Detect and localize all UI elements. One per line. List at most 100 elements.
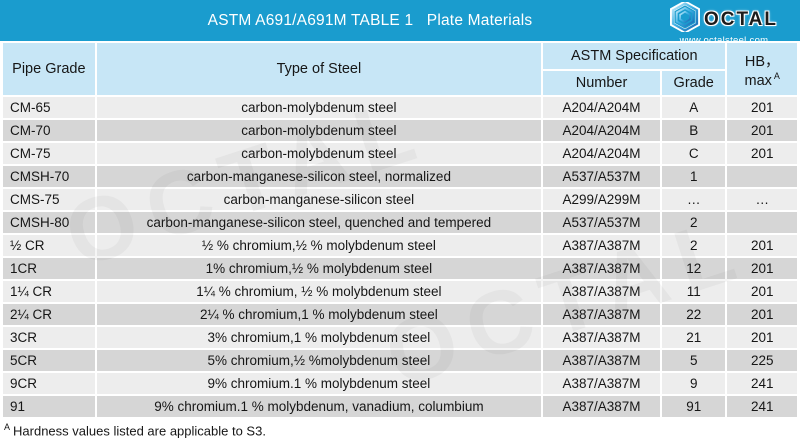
header-hb-max-footnote-ref: A bbox=[773, 70, 780, 81]
cell-pipe-grade: CM-65 bbox=[3, 97, 95, 118]
cell-pipe-grade: 1¼ CR bbox=[3, 281, 95, 302]
cell-astm-grade: … bbox=[661, 189, 726, 210]
cell-hb-max: 201 bbox=[727, 97, 797, 118]
cell-hb-max: 201 bbox=[727, 327, 797, 348]
cell-astm-number: A204/A204M bbox=[543, 143, 660, 164]
cell-pipe-grade: 3CR bbox=[3, 327, 95, 348]
table-row: 2¼ CR 2¼ % chromium,1 % molybdenum steel A… bbox=[3, 304, 797, 325]
cell-astm-number: A387/A387M bbox=[543, 281, 660, 302]
cell-hb-max: … bbox=[727, 189, 797, 210]
cell-type-of-steel: carbon-manganese-silicon steel, normaliz… bbox=[96, 166, 542, 187]
cell-astm-grade: C bbox=[661, 143, 726, 164]
cell-astm-number: A387/A387M bbox=[543, 373, 660, 394]
table-row: CM-65 carbon-molybdenum steel A204/A204M A 2… bbox=[3, 97, 797, 118]
cell-astm-number: A387/A387M bbox=[543, 350, 660, 371]
table-row: ½ CR ½ % chromium,½ % molybdenum steel A38… bbox=[3, 235, 797, 256]
table-row: 9CR 9% chromium.1 % molybdenum steel A387/… bbox=[3, 373, 797, 394]
table-row: 91 9% chromium.1 % molybdenum, vanadium, … bbox=[3, 396, 797, 417]
cell-type-of-steel: carbon-manganese-silicon steel bbox=[96, 189, 542, 210]
logo-brand-text: OCTAL bbox=[703, 8, 778, 30]
cell-type-of-steel: 1% chromium,½ % molybdenum steel bbox=[96, 258, 542, 279]
hexagon-cube-icon bbox=[669, 0, 700, 37]
cell-type-of-steel: carbon-molybdenum steel bbox=[96, 120, 542, 141]
cell-astm-grade: 12 bbox=[661, 258, 726, 279]
footnote: A Hardness values listed are applicable t… bbox=[0, 419, 800, 438]
cell-astm-grade: 91 bbox=[661, 396, 726, 417]
cell-astm-grade: 2 bbox=[661, 212, 726, 233]
cell-astm-grade: 2 bbox=[661, 235, 726, 256]
logo-website: www.octalsteel.com bbox=[679, 35, 769, 46]
cell-hb-max: 201 bbox=[727, 143, 797, 164]
cell-astm-number: A387/A387M bbox=[543, 235, 660, 256]
plate-materials-table: Pipe Grade Type of Steel ASTM Specificat… bbox=[0, 41, 800, 419]
table-row: CM-75 carbon-molybdenum steel A204/A204M C 2… bbox=[3, 143, 797, 164]
cell-pipe-grade: 2¼ CR bbox=[3, 304, 95, 325]
cell-astm-grade: 21 bbox=[661, 327, 726, 348]
cell-pipe-grade: CMSH-70 bbox=[3, 166, 95, 187]
cell-pipe-grade: CMS-75 bbox=[3, 189, 95, 210]
cell-astm-number: A387/A387M bbox=[543, 396, 660, 417]
cell-hb-max: 201 bbox=[727, 304, 797, 325]
table-row: CMSH-70 carbon-manganese-silicon steel, n… bbox=[3, 166, 797, 187]
cell-astm-grade: 5 bbox=[661, 350, 726, 371]
table-body: CM-65 carbon-molybdenum steel A204/A204M A 2… bbox=[3, 97, 797, 417]
header-hb-max: HB，max A bbox=[727, 43, 797, 95]
table-row: 5CR 5% chromium,½ %molybdenum steel A387/A… bbox=[3, 350, 797, 371]
cell-hb-max: 201 bbox=[727, 258, 797, 279]
cell-pipe-grade: 1CR bbox=[3, 258, 95, 279]
cell-astm-grade: B bbox=[661, 120, 726, 141]
cell-astm-number: A204/A204M bbox=[543, 97, 660, 118]
table-row: CMSH-80 carbon-manganese-silicon steel, q… bbox=[3, 212, 797, 233]
cell-type-of-steel: 1¼ % chromium, ½ % molybdenum steel bbox=[96, 281, 542, 302]
octal-logo: OCTAL www.octalsteel.com bbox=[669, 0, 778, 46]
cell-hb-max: 241 bbox=[727, 396, 797, 417]
cell-type-of-steel: ½ % chromium,½ % molybdenum steel bbox=[96, 235, 542, 256]
cell-type-of-steel: 2¼ % chromium,1 % molybdenum steel bbox=[96, 304, 542, 325]
cell-astm-number: A537/A537M bbox=[543, 212, 660, 233]
table-row: 3CR 3% chromium,1 % molybdenum steel A387/… bbox=[3, 327, 797, 348]
cell-astm-number: A537/A537M bbox=[543, 166, 660, 187]
cell-type-of-steel: 9% chromium.1 % molybdenum, vanadium, co… bbox=[96, 396, 542, 417]
footnote-marker: A bbox=[4, 422, 11, 432]
cell-pipe-grade: 9CR bbox=[3, 373, 95, 394]
cell-pipe-grade: ½ CR bbox=[3, 235, 95, 256]
cell-type-of-steel: carbon-manganese-silicon steel, quenched… bbox=[96, 212, 542, 233]
cell-astm-grade: 9 bbox=[661, 373, 726, 394]
cell-type-of-steel: 9% chromium.1 % molybdenum steel bbox=[96, 373, 542, 394]
title-banner: ASTM A691/A691M TABLE 1 Plate Materials bbox=[0, 0, 800, 46]
cell-astm-grade: 1 bbox=[661, 166, 726, 187]
cell-type-of-steel: 5% chromium,½ %molybdenum steel bbox=[96, 350, 542, 371]
cell-astm-number: A204/A204M bbox=[543, 120, 660, 141]
header-type-of-steel: Type of Steel bbox=[96, 43, 542, 95]
cell-pipe-grade: 91 bbox=[3, 396, 95, 417]
cell-hb-max: 241 bbox=[727, 373, 797, 394]
cell-pipe-grade: CM-70 bbox=[3, 120, 95, 141]
header-pipe-grade: Pipe Grade bbox=[3, 43, 95, 95]
cell-type-of-steel: carbon-molybdenum steel bbox=[96, 97, 542, 118]
cell-astm-grade: 22 bbox=[661, 304, 726, 325]
cell-hb-max bbox=[727, 212, 797, 233]
table-row: 1CR 1% chromium,½ % molybdenum steel A387/… bbox=[3, 258, 797, 279]
header-number: Number bbox=[543, 71, 660, 95]
cell-pipe-grade: 5CR bbox=[3, 350, 95, 371]
cell-astm-grade: A bbox=[661, 97, 726, 118]
cell-astm-number: A387/A387M bbox=[543, 258, 660, 279]
cell-hb-max: 201 bbox=[727, 281, 797, 302]
table-row: 1¼ CR 1¼ % chromium, ½ % molybdenum steel… bbox=[3, 281, 797, 302]
table-row: CMS-75 carbon-manganese-silicon steel A299… bbox=[3, 189, 797, 210]
cell-type-of-steel: 3% chromium,1 % molybdenum steel bbox=[96, 327, 542, 348]
footnote-text: Hardness values listed are applicable to… bbox=[13, 423, 266, 438]
cell-pipe-grade: CMSH-80 bbox=[3, 212, 95, 233]
cell-astm-number: A387/A387M bbox=[543, 304, 660, 325]
cell-type-of-steel: carbon-molybdenum steel bbox=[96, 143, 542, 164]
cell-astm-number: A387/A387M bbox=[543, 327, 660, 348]
cell-hb-max: 225 bbox=[727, 350, 797, 371]
cell-hb-max: 201 bbox=[727, 235, 797, 256]
header-astm-specification: ASTM Specification bbox=[543, 43, 726, 69]
cell-pipe-grade: CM-75 bbox=[3, 143, 95, 164]
cell-hb-max: 201 bbox=[727, 120, 797, 141]
cell-astm-grade: 11 bbox=[661, 281, 726, 302]
table-row: CM-70 carbon-molybdenum steel A204/A204M B 2… bbox=[3, 120, 797, 141]
cell-astm-number: A299/A299M bbox=[543, 189, 660, 210]
cell-hb-max bbox=[727, 166, 797, 187]
